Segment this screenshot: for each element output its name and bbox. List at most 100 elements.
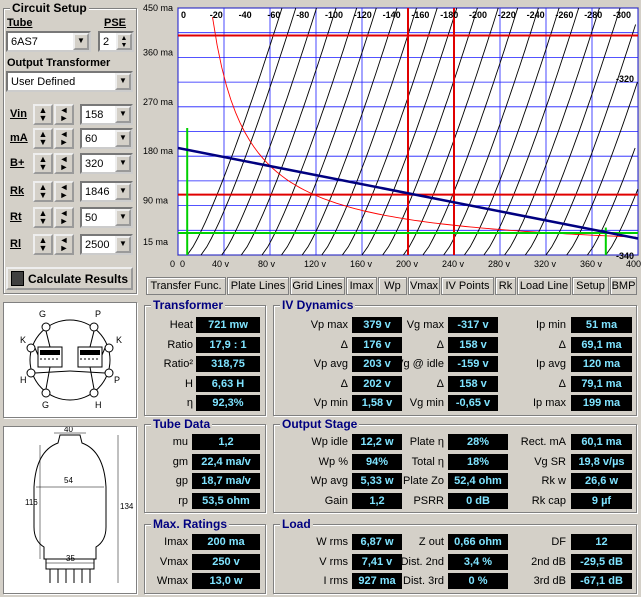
- spin-arrows-icon[interactable]: ▲ ▼: [33, 181, 53, 202]
- transformer-value: 721 mw: [196, 317, 260, 333]
- top-tick-label: -200: [469, 10, 487, 20]
- chevron-down-icon[interactable]: ▼: [115, 155, 131, 172]
- pin-label-p2: P: [114, 375, 120, 385]
- spin-arrows-icon[interactable]: ▲ ▼: [33, 234, 53, 255]
- param-select-rk[interactable]: 1846 ▼: [80, 181, 133, 202]
- output-eff-label: Total η: [411, 455, 444, 468]
- pse-label: PSE: [104, 17, 127, 29]
- tube-select[interactable]: 6AS7 ▼: [6, 31, 91, 52]
- plate-curve: [422, 7, 519, 256]
- output-transformer-select[interactable]: User Defined ▼: [6, 71, 133, 92]
- chevron-down-icon[interactable]: ▼: [115, 73, 131, 90]
- y-tick-label: 360 ma: [143, 47, 173, 57]
- chevron-down-icon[interactable]: ▼: [115, 183, 131, 200]
- tab-load-line[interactable]: Load Line: [517, 277, 571, 295]
- tab-setup[interactable]: Setup: [572, 277, 609, 295]
- dim-right: 134: [120, 502, 134, 511]
- output-misc-label: Rk w: [541, 475, 566, 487]
- param-select-rl[interactable]: 2500 ▼: [80, 234, 133, 255]
- calculate-results-label: Calculate Results: [28, 272, 129, 286]
- chevron-down-icon[interactable]: ▼: [73, 33, 89, 50]
- plate-curve: [566, 81, 638, 256]
- load-dist-label: Dist. 2nd: [400, 555, 444, 568]
- pse-spinner[interactable]: 2 ▲ ▼: [98, 31, 134, 52]
- tab-imax[interactable]: Imax: [346, 277, 377, 295]
- tube-label: rp: [178, 494, 188, 507]
- pin-label-g1: G: [39, 309, 46, 319]
- chevron-down-icon[interactable]: ▼: [115, 209, 131, 226]
- rating-value: 250 v: [192, 553, 260, 570]
- spin-arrows-icon[interactable]: ▲ ▼: [33, 104, 53, 125]
- plate-curve: [361, 7, 458, 256]
- spin-slider-icon[interactable]: ◄ ►: [54, 128, 74, 149]
- tube-data-title: Tube Data: [151, 417, 213, 431]
- tab-plate-lines[interactable]: Plate Lines: [227, 277, 289, 295]
- tube-value: 53,5 ohm: [192, 492, 260, 509]
- spin-slider-icon[interactable]: ◄ ►: [54, 104, 74, 125]
- output-power-value: 1,2: [352, 492, 402, 509]
- load-db-label: 2nd dB: [531, 555, 566, 568]
- y-tick-label: 270 ma: [143, 97, 173, 107]
- param-select-rt[interactable]: 50 ▼: [80, 207, 133, 228]
- tab-vmax[interactable]: Vmax: [408, 277, 440, 295]
- load-db-value: -29,5 dB: [571, 553, 632, 570]
- pin-7: [41, 388, 51, 398]
- output-eff-value: 52,4 ohm: [448, 473, 508, 489]
- plate-curve: [221, 7, 317, 256]
- x-tick-label: 400 v: [626, 259, 641, 269]
- spin-slider-icon[interactable]: ◄ ►: [54, 181, 74, 202]
- spin-slider-icon[interactable]: ◄ ►: [54, 234, 74, 255]
- plate-curves-chart[interactable]: 0 -20 -40 -60 -80 -100 -120 -140 -160 -180 -200 -22…: [141, 0, 641, 275]
- iv-current-value: 120 ma: [571, 356, 632, 372]
- spin-slider-icon[interactable]: ◄ ►: [54, 207, 74, 228]
- param-label-vin: Vin: [10, 108, 27, 120]
- tab-wp[interactable]: Wp: [378, 277, 407, 295]
- spin-up-down-icon[interactable]: ▲ ▼: [116, 33, 132, 50]
- load-power-value: 6,87 w: [352, 534, 402, 550]
- spin-slider-icon[interactable]: ◄ ►: [54, 153, 74, 174]
- iv-current-value: 79,1 ma: [571, 375, 632, 392]
- param-select-vin[interactable]: 158 ▼: [80, 104, 133, 125]
- spin-arrows-icon[interactable]: ▲ ▼: [33, 153, 53, 174]
- tab-iv-points[interactable]: IV Points: [441, 277, 494, 295]
- transformer-value: 17,9 : 1: [196, 336, 260, 353]
- iv-dynamics-title: IV Dynamics: [280, 298, 356, 312]
- spin-arrows-icon[interactable]: ▲ ▼: [33, 207, 53, 228]
- max-ratings-title: Max. Ratings: [151, 517, 230, 531]
- iv-grid-value: 158 v: [448, 336, 498, 353]
- transformer-label: Ratio: [167, 338, 193, 351]
- output-power-value: 5,33 w: [352, 473, 402, 489]
- chevron-down-icon[interactable]: ▼: [115, 130, 131, 147]
- param-select-bplus[interactable]: 320 ▼: [80, 153, 133, 174]
- iv-dynamics-group: IV Dynamics: [273, 299, 637, 416]
- tab-bmp[interactable]: BMP: [610, 277, 637, 295]
- top-tick-label: -160: [411, 10, 429, 20]
- tab-rk[interactable]: Rk: [495, 277, 516, 295]
- x-tick-label: 240 v: [442, 259, 465, 269]
- dim-base: 35: [66, 554, 75, 563]
- tab-grid-lines[interactable]: Grid Lines: [290, 277, 345, 295]
- chevron-down-icon[interactable]: ▼: [115, 236, 131, 253]
- x-tick-label: 200 v: [396, 259, 419, 269]
- dim-inner: 54: [64, 476, 73, 485]
- tab-transfer-func[interactable]: Transfer Func.: [146, 277, 226, 295]
- plate-curve: [200, 7, 297, 256]
- calculate-results-button[interactable]: Calculate Results: [6, 267, 133, 290]
- rating-label: Wmax: [156, 575, 188, 587]
- plate-curve: [443, 7, 539, 256]
- spin-arrows-icon[interactable]: ▲ ▼: [33, 128, 53, 149]
- top-tick-label: -300: [613, 10, 631, 20]
- x-tick-label-origin: 0: [170, 259, 175, 269]
- plate-curve: [524, 7, 621, 256]
- transformer-title: Transformer: [151, 298, 226, 312]
- tube-pinout-diagram: G P K K G P H H: [20, 309, 122, 410]
- tube-value: 1,2: [192, 434, 260, 450]
- output-power-value: 94%: [352, 453, 402, 470]
- tube-outline-diagram: 40 54 116 134 35: [25, 427, 134, 583]
- param-select-ma[interactable]: 60 ▼: [80, 128, 133, 149]
- load-title: Load: [280, 517, 313, 531]
- plate-curve: [301, 7, 398, 256]
- rating-value: 13,0 w: [192, 573, 260, 589]
- tube-label: gp: [175, 475, 188, 487]
- chevron-down-icon[interactable]: ▼: [115, 106, 131, 123]
